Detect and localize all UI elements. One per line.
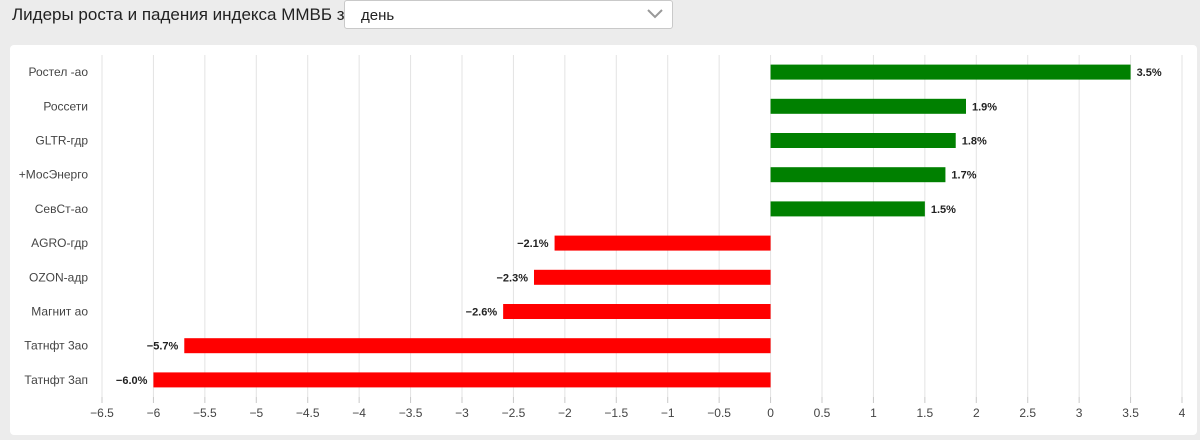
period-select-value: день bbox=[361, 7, 395, 24]
category-label: Магнит ао bbox=[31, 305, 88, 319]
x-tick-label: −5 bbox=[249, 406, 263, 420]
x-tick-label: 1 bbox=[870, 406, 877, 420]
data-label: 1.8% bbox=[962, 136, 987, 148]
labels-layer: Ростел -ао 3.5% Россети 1.9% GLTR-гдр 1.8% +Мо… bbox=[19, 65, 1162, 387]
category-label: СевСт-ао bbox=[35, 202, 89, 216]
data-label: 1.7% bbox=[951, 170, 976, 182]
x-tick-label: −2.5 bbox=[502, 406, 526, 420]
data-label: −6.0% bbox=[116, 375, 148, 387]
bar[interactable] bbox=[554, 235, 771, 251]
x-tick-label: −3 bbox=[455, 406, 469, 420]
x-tick-label: 1.5 bbox=[917, 406, 934, 420]
data-label: −2.1% bbox=[517, 238, 549, 250]
category-label: Ростел -ао bbox=[29, 65, 89, 79]
x-tick-label: 2.5 bbox=[1019, 406, 1036, 420]
bar[interactable] bbox=[503, 304, 771, 319]
data-label: −2.3% bbox=[497, 272, 529, 284]
bars-layer bbox=[153, 64, 1131, 388]
category-label: GLTR-гдр bbox=[35, 134, 88, 148]
x-tick-label: −6.5 bbox=[90, 406, 114, 420]
chart-panel: Ростел -ао 3.5% Россети 1.9% GLTR-гдр 1.8% +Мо… bbox=[10, 45, 1197, 435]
chart-heading: Лидеры роста и падения индекса ММВБ за: bbox=[12, 5, 359, 24]
data-label: 3.5% bbox=[1137, 67, 1162, 79]
x-tick-label: 3 bbox=[1076, 406, 1083, 420]
x-axis: −6.5 −6 −5.5 −5 −4.5 −4 −3.5 −3 −2.5 −2 −1.5 −1 −0.5… bbox=[90, 397, 1186, 420]
data-label: −5.7% bbox=[147, 341, 179, 353]
x-tick-label: −4 bbox=[352, 406, 366, 420]
x-tick-label: 0 bbox=[767, 406, 774, 420]
x-tick-label: −1.5 bbox=[604, 406, 628, 420]
category-label: Татнфт 3ао bbox=[24, 339, 88, 353]
chevron-down-icon bbox=[647, 9, 663, 19]
x-tick-label: −1 bbox=[661, 406, 675, 420]
bar[interactable] bbox=[153, 372, 771, 388]
x-tick-label: −4.5 bbox=[296, 406, 320, 420]
x-tick-label: 3.5 bbox=[1122, 406, 1139, 420]
x-tick-label: 4 bbox=[1179, 406, 1186, 420]
category-label: +МосЭнерго bbox=[19, 168, 89, 182]
bar[interactable] bbox=[184, 338, 771, 354]
bar[interactable] bbox=[770, 98, 966, 114]
category-label: Россети bbox=[43, 99, 88, 113]
category-label: OZON-адр bbox=[29, 270, 88, 284]
x-tick-label: −2 bbox=[558, 406, 572, 420]
x-tick-label: 2 bbox=[973, 406, 980, 420]
x-tick-label: −0.5 bbox=[707, 406, 731, 420]
bar[interactable] bbox=[770, 167, 946, 183]
category-label: Татнфт 3ап bbox=[24, 373, 88, 387]
x-tick-label: −6 bbox=[147, 406, 161, 420]
bar[interactable] bbox=[770, 133, 956, 148]
data-label: 1.5% bbox=[931, 204, 956, 216]
data-label: −2.6% bbox=[466, 307, 498, 319]
bar[interactable] bbox=[770, 201, 925, 217]
bar-chart: Ростел -ао 3.5% Россети 1.9% GLTR-гдр 1.8% +Мо… bbox=[19, 55, 1186, 420]
period-select[interactable]: день bbox=[344, 0, 673, 29]
category-label: AGRO-гдр bbox=[31, 236, 88, 250]
data-label: 1.9% bbox=[972, 101, 997, 113]
x-tick-label: 0.5 bbox=[814, 406, 831, 420]
bar[interactable] bbox=[534, 269, 771, 285]
x-tick-label: −5.5 bbox=[193, 406, 217, 420]
x-tick-label: −3.5 bbox=[399, 406, 423, 420]
bar[interactable] bbox=[770, 64, 1131, 80]
